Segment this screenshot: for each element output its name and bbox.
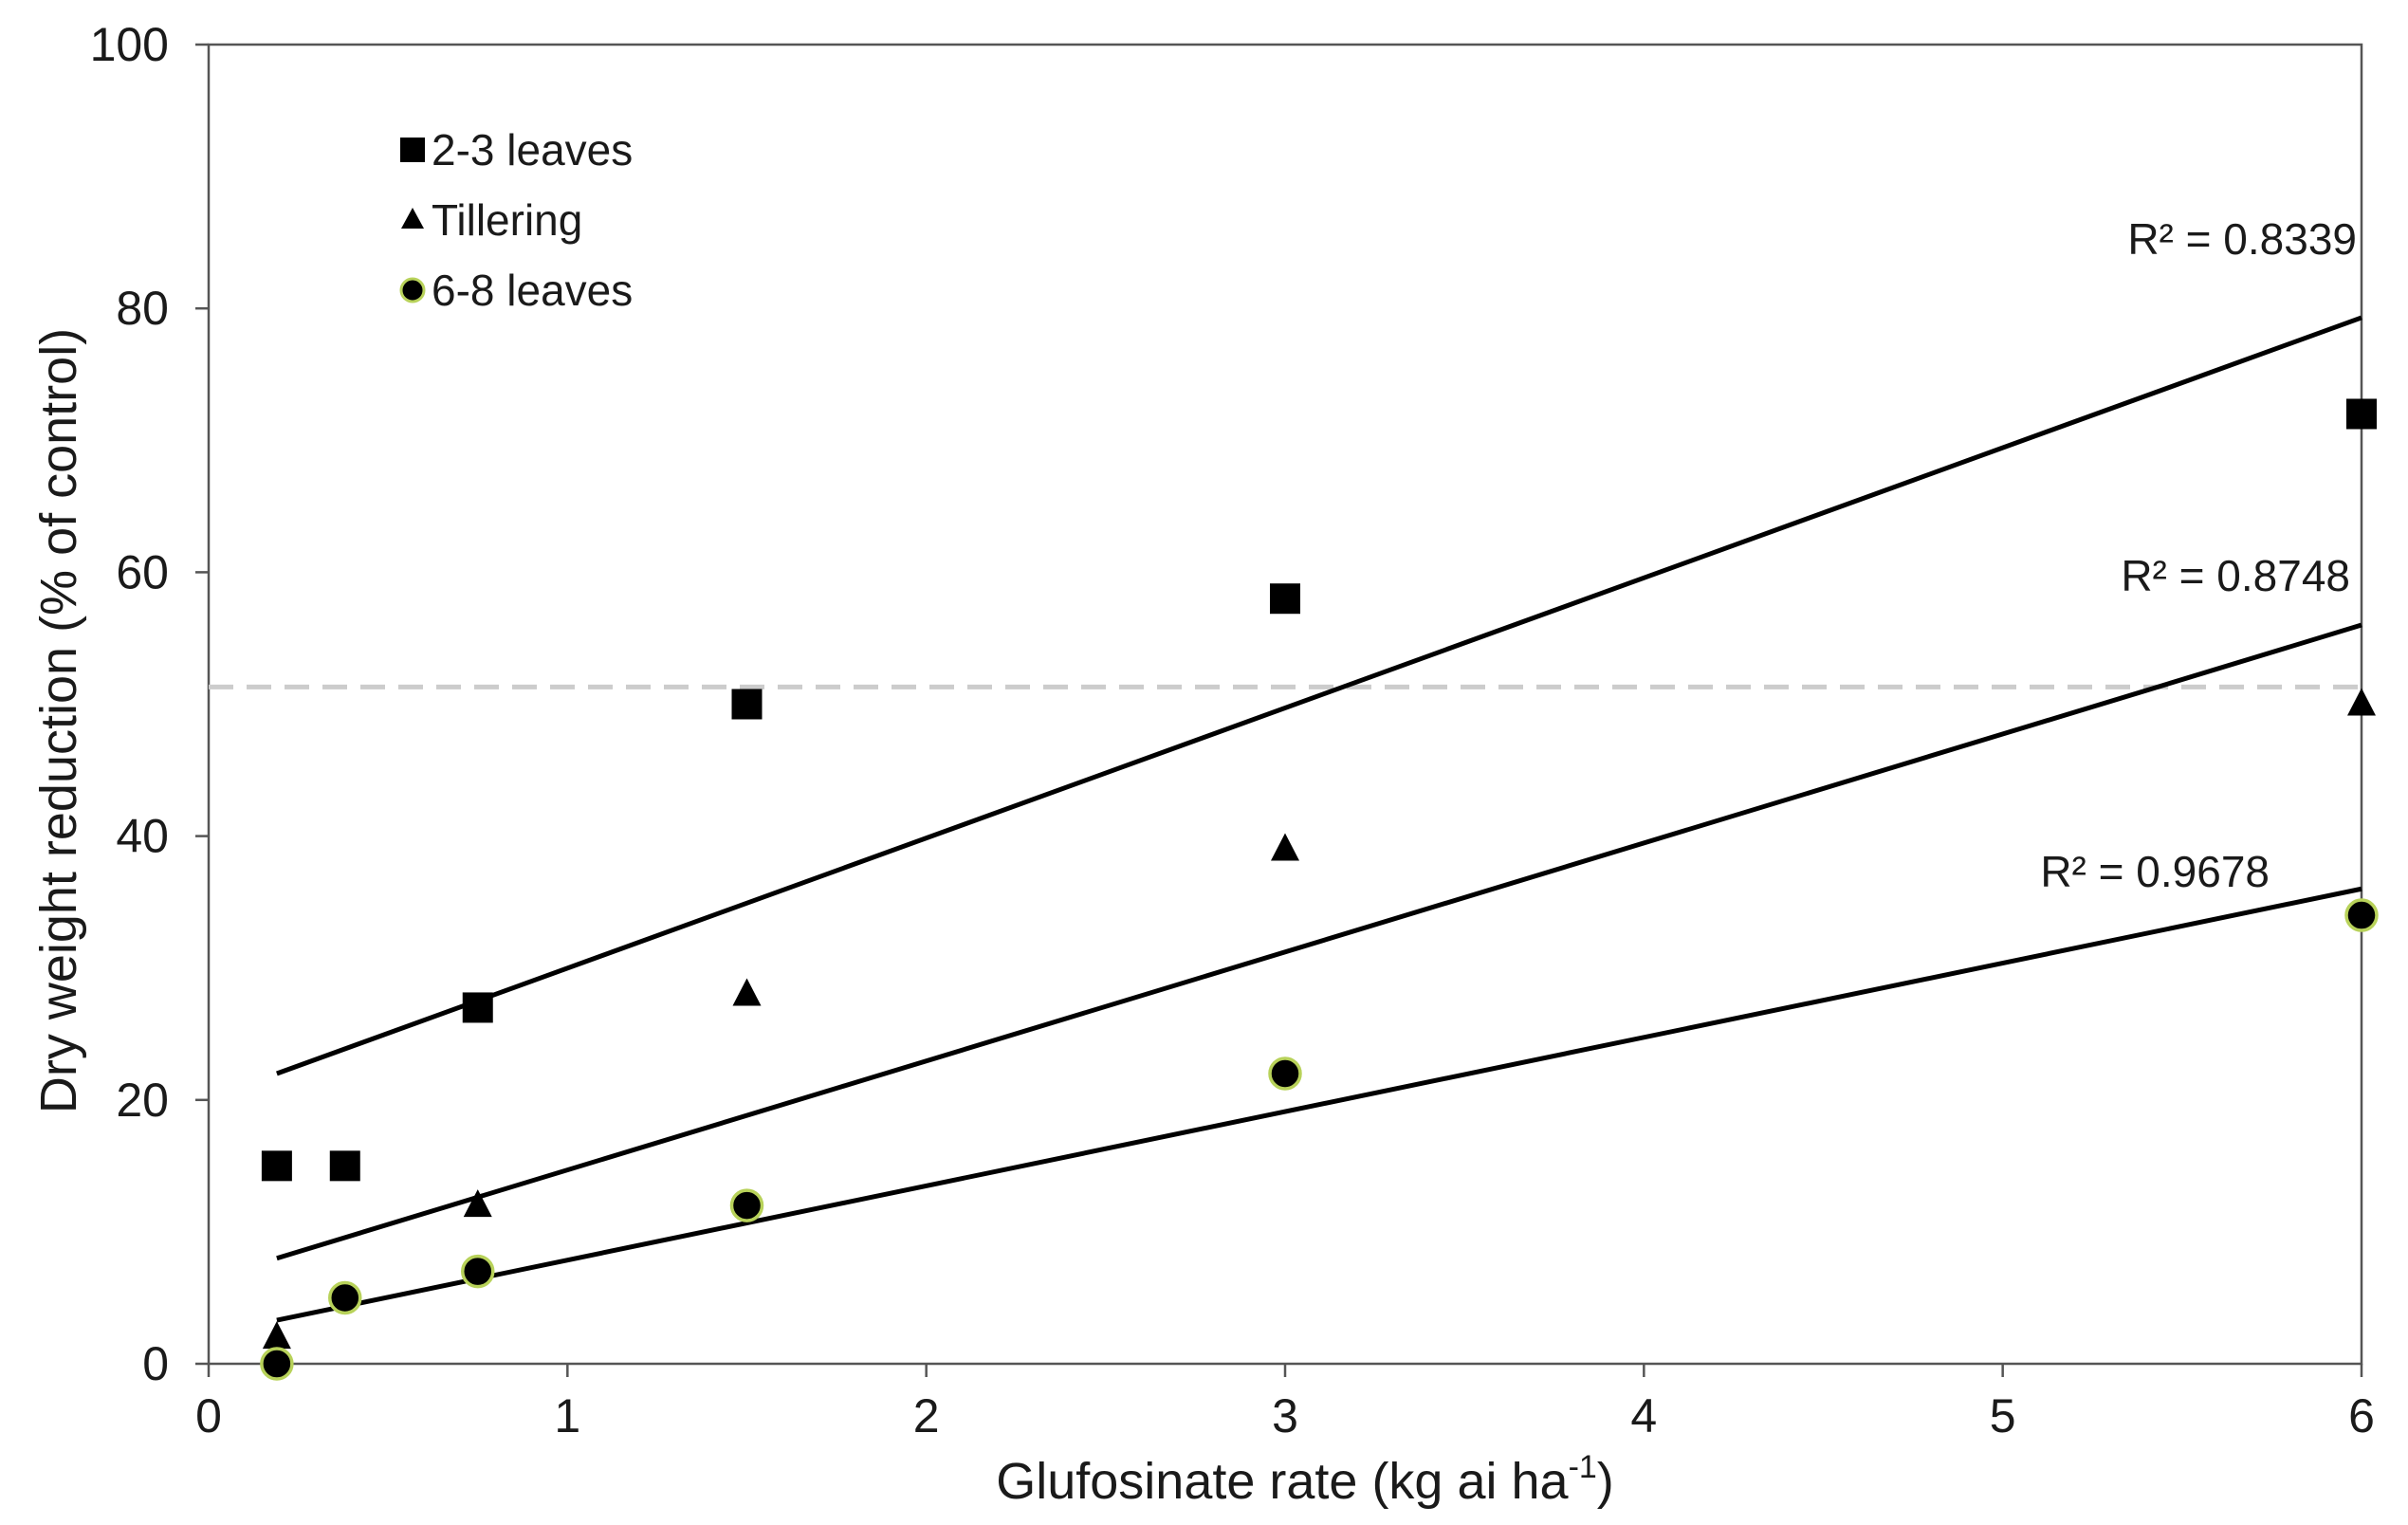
y-tick-label: 60	[116, 545, 169, 598]
legend: 2-3 leaves Tillering 6-8 leaves	[399, 125, 633, 315]
legend-label: Tillering	[432, 195, 582, 245]
data-point-circle	[260, 1347, 294, 1381]
data-point-triangle	[262, 1321, 291, 1350]
x-tick-label: 1	[554, 1389, 580, 1442]
legend-marker-circle	[399, 277, 426, 303]
x-tick-label: 2	[913, 1389, 940, 1442]
y-tick-label: 100	[90, 18, 169, 71]
r2-label-square: R² = 0.8339	[2127, 214, 2357, 264]
x-axis-title: Glufosinate rate (kg ai ha-1)	[996, 1449, 1614, 1510]
y-tick-label: 20	[116, 1074, 169, 1127]
data-point-triangle	[2347, 688, 2376, 716]
y-tick-label: 40	[116, 810, 169, 863]
legend-label: 2-3 leaves	[432, 125, 633, 175]
data-point-triangle	[1271, 833, 1299, 861]
y-tick-label: 0	[142, 1337, 169, 1390]
r2-label-layer: R² = 0.8339 R² = 0.8748 R² = 0.9678	[2040, 214, 2357, 896]
data-point-square	[1270, 583, 1300, 615]
data-point-circle	[1268, 1056, 1302, 1091]
y-axis-title: Dry weight reduction (% of control)	[30, 328, 87, 1113]
y-tick-label: 80	[116, 282, 169, 335]
data-point-circle	[461, 1254, 495, 1289]
data-point-square	[261, 1150, 292, 1182]
trendline-circle	[276, 886, 2362, 1323]
data-point-square	[462, 992, 493, 1023]
data-point-triangle	[463, 1189, 492, 1218]
data-point-triangle	[732, 978, 762, 1006]
x-axis-title-text: Glufosinate rate (kg ai ha	[996, 1453, 1569, 1510]
r2-label-triangle: R² = 0.8748	[2121, 551, 2350, 600]
x-tick-label: 4	[1630, 1389, 1657, 1442]
legend-marker-triangle	[401, 208, 424, 229]
legend-marker-square	[400, 138, 425, 162]
x-tick-label: 5	[1990, 1389, 2016, 1442]
trendline-layer	[276, 315, 2362, 1323]
data-point-circle	[729, 1188, 764, 1222]
x-tick-label: 6	[2348, 1389, 2375, 1442]
data-point-square	[2346, 398, 2377, 430]
data-point-square	[731, 689, 763, 720]
data-point-square	[329, 1150, 360, 1182]
data-point-circle	[2344, 898, 2379, 932]
r2-label-circle: R² = 0.9678	[2040, 847, 2270, 896]
data-point-layer	[260, 398, 2379, 1381]
data-point-circle	[328, 1280, 362, 1315]
trendline-square	[276, 315, 2362, 1076]
x-tick-label: 3	[1272, 1389, 1298, 1442]
trendline-triangle	[276, 622, 2362, 1261]
legend-label: 6-8 leaves	[432, 266, 633, 315]
x-tick-label: 0	[195, 1389, 222, 1442]
x-axis-title-superscript: -1	[1569, 1449, 1597, 1485]
x-axis-title-suffix: )	[1597, 1453, 1614, 1510]
